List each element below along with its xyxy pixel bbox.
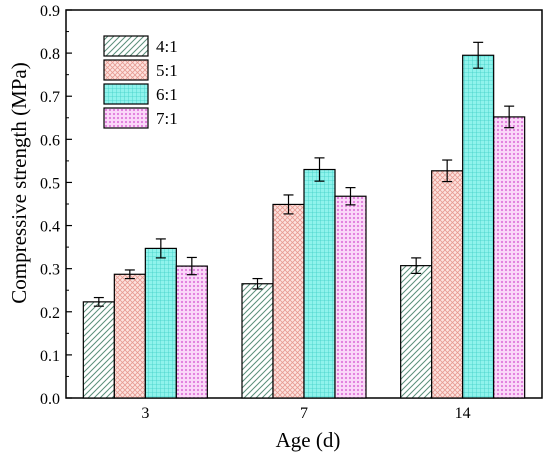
x-axis-label: Age (d) [276, 428, 341, 452]
bar [431, 170, 464, 399]
bar [462, 54, 495, 399]
plot-layer: 0.0 0.1 0.2 0.3 0.4 0.5 0.6 0.7 0.8 0.9 3 7 14 [40, 3, 543, 422]
y-tick-label: 0.5 [40, 175, 60, 192]
legend-label: 5:1 [156, 61, 178, 80]
y-tick-label: 0.0 [40, 391, 60, 408]
legend-label: 4:1 [156, 37, 178, 56]
legend-label: 7:1 [156, 109, 178, 128]
legend-swatch [103, 83, 149, 105]
x-tick-label: 7 [300, 405, 308, 422]
x-tick-label: 3 [141, 405, 149, 422]
bar [175, 265, 208, 399]
bar [493, 116, 526, 399]
legend-swatch [103, 59, 149, 81]
bar [241, 283, 274, 399]
bar [272, 203, 305, 399]
x-tick-label: 14 [455, 405, 471, 422]
y-tick-label: 0.6 [40, 132, 60, 149]
bar [82, 301, 115, 399]
y-tick-label: 0.7 [40, 89, 60, 106]
bar [303, 168, 336, 399]
y-tick-label: 0.1 [40, 348, 60, 365]
y-tick-label: 0.8 [40, 46, 60, 63]
legend-swatch [103, 35, 149, 57]
bar [400, 265, 433, 399]
bar [334, 195, 367, 399]
y-tick-label: 0.3 [40, 262, 60, 279]
bar [113, 273, 146, 399]
legend-label: 6:1 [156, 85, 178, 104]
bar [144, 247, 177, 399]
y-tick-label: 0.4 [40, 219, 60, 236]
legend: 4:1 5:1 6:1 7:1 [103, 35, 178, 129]
y-tick-label: 0.9 [40, 3, 60, 20]
y-axis-label: Compressive strength (MPa) [7, 62, 31, 303]
legend-swatch [103, 107, 149, 129]
y-tick-label: 0.2 [40, 305, 60, 322]
